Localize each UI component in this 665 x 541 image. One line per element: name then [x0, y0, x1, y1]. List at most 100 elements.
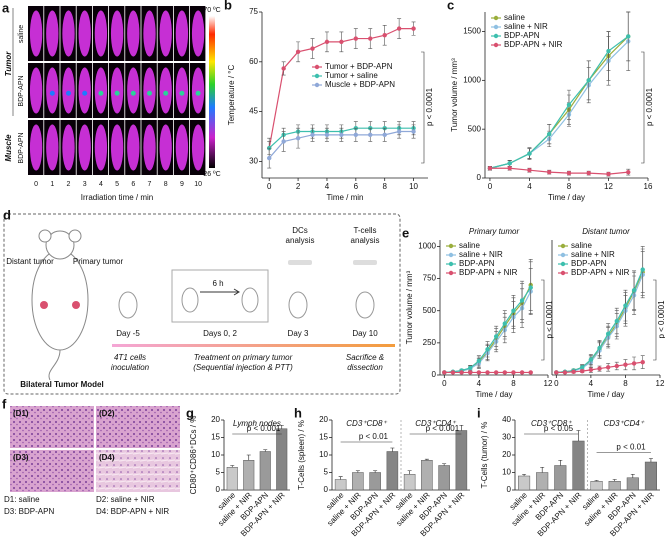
y-tick-label: 500	[468, 124, 482, 133]
x-tick-label: 16	[644, 182, 653, 191]
hot-spot	[82, 90, 88, 96]
x-tick-label: 6	[354, 182, 359, 191]
legend-marker	[448, 270, 454, 276]
error-bar	[390, 447, 395, 452]
annotation: p < 0.0001	[425, 87, 434, 126]
mouse-thermal	[127, 67, 140, 114]
histology-image	[96, 406, 180, 448]
hot-spot	[163, 90, 169, 96]
bar	[572, 440, 585, 491]
data-point	[368, 36, 373, 41]
data-point	[382, 132, 387, 138]
y-tick-label: 60	[249, 57, 258, 66]
data-point	[519, 370, 525, 375]
bar	[352, 472, 364, 491]
annotation: p < 0.01	[616, 443, 646, 452]
row-label: BDP-APN	[18, 132, 25, 163]
y-axis-label: T-Cells (tumor) / %	[480, 422, 489, 489]
panel-label: g	[186, 405, 194, 420]
data-point	[411, 26, 416, 31]
y-tick-label: 1000	[463, 75, 481, 84]
x-axis-label: Time / day	[587, 390, 624, 399]
error-bar	[355, 470, 360, 473]
bar	[276, 428, 288, 491]
mouse-thermal	[29, 10, 43, 57]
data-point	[310, 132, 315, 138]
annotation: p < 0.0001	[645, 87, 654, 126]
bar	[403, 474, 416, 491]
legend-marker	[448, 261, 454, 267]
x-axis-label: Time / min	[326, 193, 363, 202]
bar	[626, 477, 639, 491]
data-point	[353, 132, 359, 138]
y-axis-label: Tumor volume / mm³	[450, 58, 459, 132]
y-tick-label: 750	[423, 274, 437, 283]
y-tick-label: 0	[216, 485, 221, 494]
row-label: BDP-APN	[18, 75, 25, 106]
bar	[455, 430, 468, 491]
y-tick-label: 30	[502, 433, 511, 442]
x-axis-label: Time / day	[475, 390, 512, 399]
schematic-label: Day -5	[116, 329, 140, 338]
data-point	[487, 166, 493, 171]
data-point	[295, 49, 301, 55]
annotation: p < 0.01	[359, 432, 389, 441]
x-tick-label: 6	[131, 181, 135, 188]
mouse-thermal	[94, 124, 108, 171]
bar	[369, 472, 381, 491]
data-point	[562, 370, 568, 375]
schematic-label: Day 3	[288, 329, 309, 338]
panel-label: h	[294, 405, 302, 420]
mouse-thermal	[175, 10, 189, 57]
panel-label: e	[402, 225, 409, 240]
significance-bracket	[541, 279, 545, 361]
schematic-label: DCs	[292, 226, 308, 235]
group-title: CD3⁺CD4⁺	[415, 419, 456, 428]
data-point	[623, 362, 628, 367]
mouse-thermal	[94, 10, 108, 57]
data-point	[382, 33, 387, 38]
colorbar-label: 26 ºC	[203, 171, 220, 178]
x-tick-label: 10	[409, 182, 418, 191]
data-point	[580, 368, 585, 374]
x-tick-label: 8	[623, 379, 628, 388]
error-bar	[279, 424, 284, 429]
x-tick-label: 4	[325, 182, 330, 191]
mouse-thermal	[159, 10, 172, 57]
y-tick-label: 1500	[463, 27, 481, 36]
bar	[644, 461, 657, 491]
group-title: Lymph nodes	[233, 419, 281, 428]
hot-spot	[114, 90, 120, 96]
series-line	[489, 167, 629, 175]
schematic-title: Bilateral Tumor Model	[20, 380, 103, 389]
x-tick-label: 7	[148, 181, 152, 188]
y-tick-label: 20	[502, 450, 511, 459]
data-point	[368, 132, 373, 138]
data-point	[586, 170, 591, 176]
schematic-label: Days 0, 2	[203, 329, 237, 338]
data-point	[502, 321, 507, 326]
schematic-label: analysis	[286, 236, 315, 245]
mouse-thermal	[191, 124, 205, 171]
histology-image	[96, 450, 180, 492]
data-point	[566, 170, 572, 176]
data-point	[527, 167, 532, 173]
error-bar	[230, 465, 235, 468]
group-label: Tumor	[4, 51, 13, 77]
schematic-label: dissection	[347, 363, 383, 372]
data-point	[476, 358, 482, 364]
annotation: p < 0.0001	[657, 300, 665, 339]
schematic-frame	[3, 213, 401, 395]
data-point	[339, 39, 344, 45]
significance-bracket	[653, 279, 657, 361]
legend-marker	[493, 15, 499, 21]
histology-image	[10, 406, 94, 448]
data-point	[571, 369, 576, 374]
y-tick-label: 0	[477, 173, 482, 182]
y-tick-label: 0	[432, 370, 437, 379]
data-point	[396, 129, 402, 134]
mouse-thermal	[46, 67, 59, 114]
y-tick-label: 20	[319, 415, 328, 424]
legend-text: BDP-APN + NIR	[504, 40, 563, 49]
data-point	[605, 365, 611, 370]
